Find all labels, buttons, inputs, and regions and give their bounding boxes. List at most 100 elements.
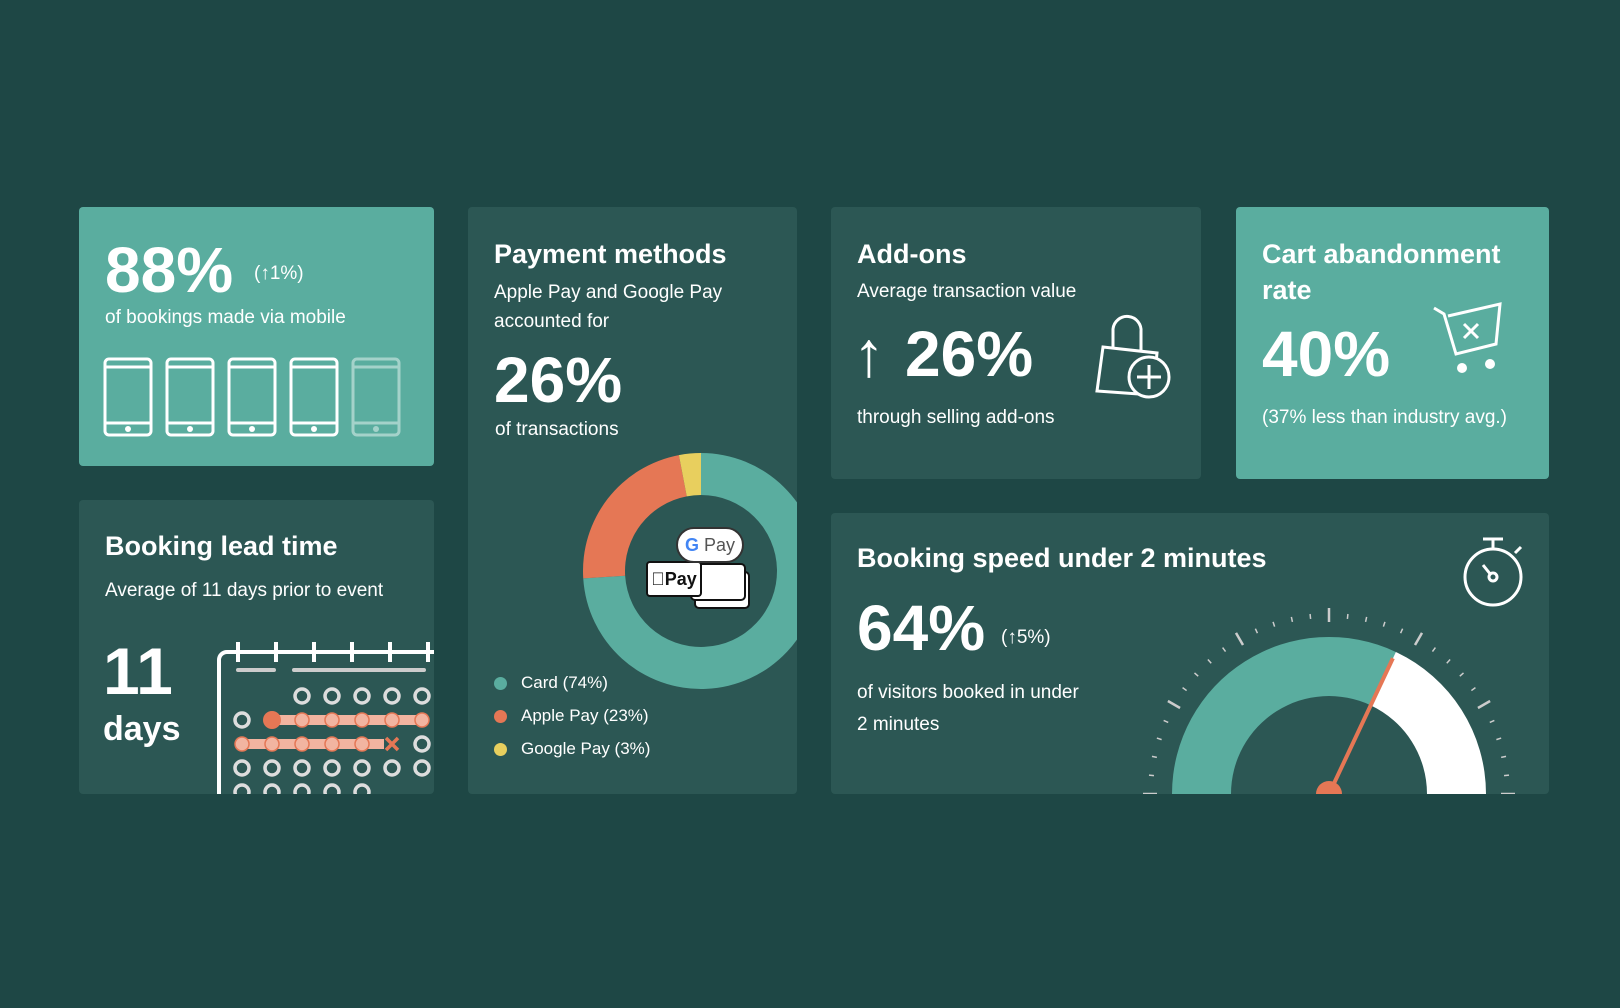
wallet-icons: Pay G Pay xyxy=(646,527,756,617)
gauge-tick xyxy=(1446,658,1451,664)
gauge-tick xyxy=(1477,699,1491,710)
gauge-filled-arc xyxy=(1172,637,1396,794)
lead-unit: days xyxy=(103,710,181,748)
phone-icon xyxy=(289,357,339,437)
stopwatch-icon xyxy=(1463,537,1523,607)
gauge-tick xyxy=(1431,647,1436,653)
legend-dot xyxy=(494,676,507,690)
legend-label: Apple Pay (23%) xyxy=(521,706,649,725)
payment-percent: 26% xyxy=(494,344,623,416)
phone-icon xyxy=(103,357,153,437)
gauge-tick xyxy=(1489,719,1495,724)
addons-subtitle: Average transaction value xyxy=(857,281,1077,302)
gauge-tick xyxy=(1364,616,1368,623)
gauge-tick xyxy=(1346,613,1349,620)
google-pay-badge: G Pay xyxy=(676,527,744,563)
lead-title: Booking lead time xyxy=(105,531,338,561)
apple-pay-badge: Pay xyxy=(646,561,702,597)
gauge-tick xyxy=(1500,755,1507,759)
payment-donut-chart xyxy=(583,453,797,689)
calendar-day-highlight xyxy=(354,712,370,728)
add-ons-card: Add-ons Average transaction value ↑ 26% … xyxy=(831,207,1201,479)
calendar-day xyxy=(353,687,371,705)
addons-caption: through selling add-ons xyxy=(857,407,1055,428)
calendar-day-highlight xyxy=(414,712,430,728)
lead-subtitle: Average of 11 days prior to event xyxy=(105,580,384,601)
gauge-tick xyxy=(1222,647,1227,653)
speed-change: (↑5%) xyxy=(1001,627,1051,648)
speed-percent: 64% xyxy=(857,592,986,664)
calendar-day xyxy=(353,759,371,777)
phone-icon xyxy=(227,357,277,437)
addons-title: Add-ons xyxy=(857,239,967,269)
calendar-day xyxy=(233,759,251,777)
gauge-tick xyxy=(1148,774,1155,777)
gauge-tick xyxy=(1182,687,1188,692)
payment-subtitle-2: accounted for xyxy=(494,311,610,332)
gauge-remaining-arc xyxy=(1370,651,1486,794)
calendar-day xyxy=(323,759,341,777)
addons-percent: 26% xyxy=(905,318,1034,390)
gauge-tick xyxy=(1254,628,1259,634)
phone-icon xyxy=(351,357,401,437)
gauge-tick xyxy=(1156,737,1162,741)
apple-icon:  xyxy=(651,569,665,589)
gauge-tick xyxy=(1399,628,1404,634)
donut-slice-card xyxy=(583,453,797,689)
gauge-tick xyxy=(1193,672,1199,677)
lead-number: 11 xyxy=(103,634,173,708)
calendar-day xyxy=(263,783,281,794)
legend-google-pay: Google Pay (3%) xyxy=(494,739,650,759)
cart-caption: (37% less than industry avg.) xyxy=(1262,407,1508,428)
mobile-bookings-card: 88% (↑1%) of bookings made via mobile xyxy=(79,207,434,466)
calendar-day xyxy=(413,687,431,705)
payment-methods-card: Payment methods Apple Pay and Google Pay… xyxy=(468,207,797,794)
calendar-day xyxy=(293,687,311,705)
legend-label: Google Pay (3%) xyxy=(521,739,651,758)
calendar-day-highlight xyxy=(264,736,280,752)
calendar-day-highlight xyxy=(354,736,370,752)
calendar-start-day xyxy=(263,711,281,729)
cart-title-line-2: rate xyxy=(1262,275,1312,305)
legend-dot xyxy=(494,709,507,723)
cart-percent: 40% xyxy=(1262,318,1391,390)
gauge-tick xyxy=(1167,699,1181,710)
gauge-tick xyxy=(1496,737,1502,741)
apple-pay-label: Pay xyxy=(657,569,697,589)
arrow-up-icon: ↑ xyxy=(853,318,885,390)
gauge-tick xyxy=(1382,621,1386,627)
calendar-day xyxy=(233,711,251,729)
calendar-day-highlight xyxy=(234,736,250,752)
legend-label: Card (74%) xyxy=(521,673,608,692)
calendar-day xyxy=(293,783,311,794)
legend-dot xyxy=(494,742,507,756)
google-pay-label: Pay xyxy=(703,535,736,555)
gauge-tick xyxy=(1503,774,1510,777)
gauge-needle xyxy=(1327,657,1395,794)
mobile-caption: of bookings made via mobile xyxy=(105,307,346,328)
calendar-day xyxy=(323,687,341,705)
phone-icon xyxy=(165,357,215,437)
speed-caption-1: of visitors booked in under xyxy=(857,682,1079,703)
calendar-day xyxy=(383,759,401,777)
booking-speed-card: Booking speed under 2 minutes 64% (↑5%) … xyxy=(831,513,1549,794)
legend-card: Card (74%) xyxy=(494,673,608,693)
calendar-day-highlight xyxy=(324,736,340,752)
payment-caption: of transactions xyxy=(495,419,619,440)
speed-title: Booking speed under 2 minutes xyxy=(857,543,1267,573)
gauge-tick xyxy=(1290,616,1294,623)
calendar-day xyxy=(353,783,371,794)
calendar-day-highlight xyxy=(324,712,340,728)
calendar-day-highlight xyxy=(294,736,310,752)
speed-gauge xyxy=(1143,608,1515,794)
calendar-icon xyxy=(217,642,434,794)
booking-lead-time-card: Booking lead time Average of 11 days pri… xyxy=(79,500,434,794)
cart-remove-icon xyxy=(1433,302,1502,373)
payment-title: Payment methods xyxy=(494,239,727,269)
calendar-day-highlight xyxy=(384,712,400,728)
gauge-tick xyxy=(1272,621,1276,627)
calendar-day xyxy=(293,759,311,777)
donut-slice-google-pay xyxy=(678,453,701,497)
google-g-icon: G xyxy=(684,535,704,555)
mobile-percent: 88% xyxy=(105,234,234,306)
